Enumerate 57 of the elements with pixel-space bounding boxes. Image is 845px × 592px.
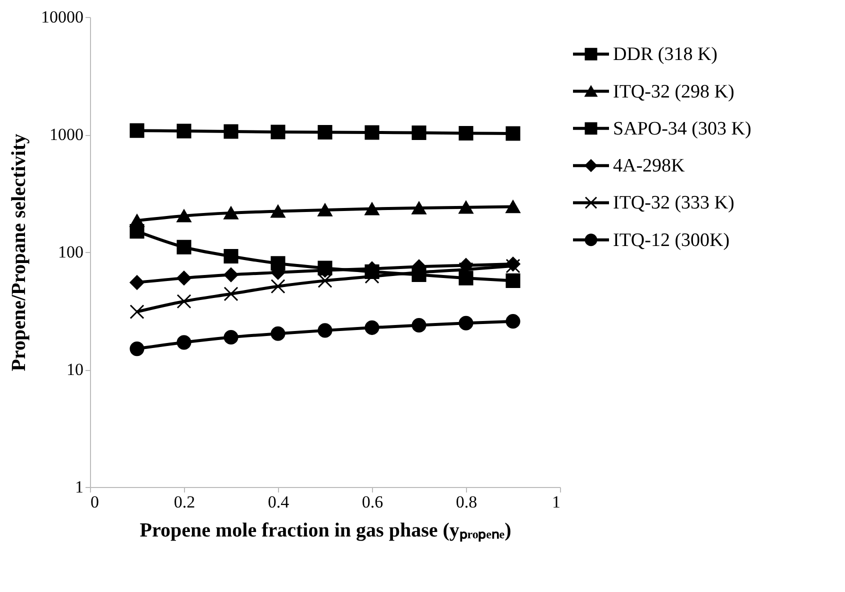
point	[270, 279, 286, 294]
y-tick-label: 100	[58, 242, 84, 262]
point	[318, 124, 332, 140]
legend-label: DDR (318 K)	[613, 44, 718, 66]
legend-label: ITQ-12 (300K)	[613, 230, 730, 251]
point	[318, 273, 332, 288]
x-tick-label: 0.8	[456, 492, 478, 512]
point	[364, 125, 380, 140]
y-tick-label: 10000	[41, 8, 84, 26]
point	[224, 268, 238, 282]
point	[506, 273, 520, 288]
point	[224, 248, 238, 264]
point	[224, 330, 238, 345]
point	[130, 224, 144, 239]
point	[412, 318, 426, 333]
y-tick-label: 10	[66, 360, 84, 379]
x-axis-title: Propene mole fraction in gas phase (yₚᵣₒₚₑₙₑ)	[140, 520, 512, 542]
legend-label: SAPO-34 (303 K)	[613, 118, 752, 140]
point	[506, 314, 520, 329]
point	[176, 209, 192, 222]
y-tick-label: 1000	[50, 125, 84, 144]
point	[458, 200, 474, 214]
x-tick-label: 0.6	[362, 492, 384, 512]
x-tick-label: 0.4	[268, 492, 290, 512]
point	[270, 124, 286, 140]
point	[224, 286, 238, 302]
point	[130, 304, 144, 320]
point	[270, 326, 286, 341]
point	[364, 202, 380, 216]
point	[270, 204, 286, 218]
point	[130, 275, 144, 290]
point	[318, 204, 332, 216]
point	[506, 200, 520, 214]
y-axis-title: Propene/Propane selectivity	[8, 134, 30, 372]
legend-label: ITQ-32 (333 K)	[613, 192, 734, 214]
x-tick-label: 0.2	[174, 492, 196, 512]
legend-label: ITQ-32 (298 K)	[613, 81, 734, 102]
point	[176, 294, 192, 309]
point	[176, 335, 192, 350]
point	[458, 126, 474, 141]
point	[176, 124, 192, 138]
y-tick-label: 1	[75, 478, 84, 496]
point	[224, 206, 238, 220]
x-tick-label: 1	[552, 492, 560, 512]
point	[506, 126, 520, 141]
point	[130, 123, 144, 138]
point	[130, 342, 144, 356]
point	[176, 240, 192, 254]
point	[412, 125, 426, 140]
legend-label: 4A-298K	[613, 156, 686, 177]
point	[412, 202, 426, 214]
point	[318, 323, 332, 338]
x-tick-label: 0	[90, 492, 99, 512]
point	[224, 124, 238, 139]
point	[176, 270, 192, 286]
point	[364, 320, 380, 335]
point	[458, 316, 474, 330]
